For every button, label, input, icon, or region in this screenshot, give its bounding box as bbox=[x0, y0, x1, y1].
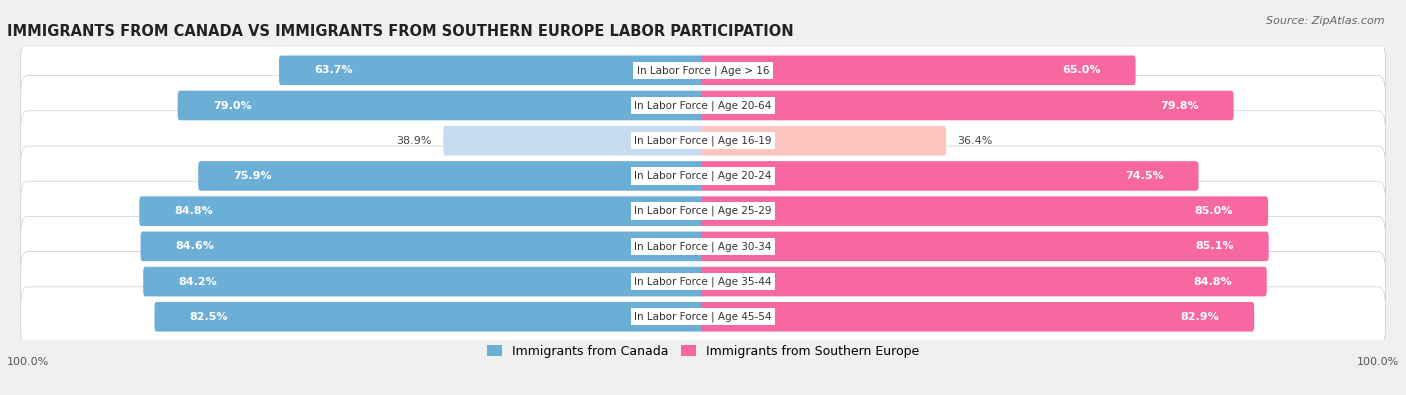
Text: In Labor Force | Age 25-29: In Labor Force | Age 25-29 bbox=[634, 206, 772, 216]
FancyBboxPatch shape bbox=[702, 91, 1233, 120]
Text: In Labor Force | Age 30-34: In Labor Force | Age 30-34 bbox=[634, 241, 772, 252]
FancyBboxPatch shape bbox=[198, 161, 704, 191]
Text: Source: ZipAtlas.com: Source: ZipAtlas.com bbox=[1267, 16, 1385, 26]
FancyBboxPatch shape bbox=[702, 302, 1254, 331]
Text: In Labor Force | Age 20-24: In Labor Force | Age 20-24 bbox=[634, 171, 772, 181]
Text: In Labor Force | Age 45-54: In Labor Force | Age 45-54 bbox=[634, 312, 772, 322]
Text: 84.8%: 84.8% bbox=[174, 206, 214, 216]
FancyBboxPatch shape bbox=[702, 56, 1136, 85]
Text: IMMIGRANTS FROM CANADA VS IMMIGRANTS FROM SOUTHERN EUROPE LABOR PARTICIPATION: IMMIGRANTS FROM CANADA VS IMMIGRANTS FRO… bbox=[7, 24, 794, 39]
FancyBboxPatch shape bbox=[21, 287, 1385, 347]
Text: 84.8%: 84.8% bbox=[1192, 276, 1232, 287]
FancyBboxPatch shape bbox=[21, 40, 1385, 100]
FancyBboxPatch shape bbox=[443, 126, 704, 156]
Text: 36.4%: 36.4% bbox=[957, 136, 993, 146]
Text: 65.0%: 65.0% bbox=[1062, 65, 1101, 75]
Text: 75.9%: 75.9% bbox=[233, 171, 271, 181]
Text: 100.0%: 100.0% bbox=[1357, 357, 1399, 367]
Text: 82.9%: 82.9% bbox=[1180, 312, 1219, 322]
Text: In Labor Force | Age > 16: In Labor Force | Age > 16 bbox=[637, 65, 769, 75]
Text: 38.9%: 38.9% bbox=[396, 136, 432, 146]
FancyBboxPatch shape bbox=[21, 146, 1385, 206]
FancyBboxPatch shape bbox=[702, 267, 1267, 296]
FancyBboxPatch shape bbox=[21, 181, 1385, 241]
Text: 79.8%: 79.8% bbox=[1160, 100, 1198, 111]
FancyBboxPatch shape bbox=[21, 252, 1385, 312]
Text: In Labor Force | Age 20-64: In Labor Force | Age 20-64 bbox=[634, 100, 772, 111]
FancyBboxPatch shape bbox=[21, 75, 1385, 135]
Text: In Labor Force | Age 35-44: In Labor Force | Age 35-44 bbox=[634, 276, 772, 287]
FancyBboxPatch shape bbox=[21, 216, 1385, 276]
Text: 100.0%: 100.0% bbox=[7, 357, 49, 367]
FancyBboxPatch shape bbox=[155, 302, 704, 331]
FancyBboxPatch shape bbox=[141, 231, 704, 261]
FancyBboxPatch shape bbox=[139, 196, 704, 226]
Text: In Labor Force | Age 16-19: In Labor Force | Age 16-19 bbox=[634, 135, 772, 146]
Text: 74.5%: 74.5% bbox=[1125, 171, 1163, 181]
Text: 85.0%: 85.0% bbox=[1195, 206, 1233, 216]
FancyBboxPatch shape bbox=[702, 196, 1268, 226]
FancyBboxPatch shape bbox=[702, 161, 1198, 191]
FancyBboxPatch shape bbox=[143, 267, 704, 296]
Text: 84.6%: 84.6% bbox=[176, 241, 215, 251]
FancyBboxPatch shape bbox=[702, 231, 1268, 261]
Legend: Immigrants from Canada, Immigrants from Southern Europe: Immigrants from Canada, Immigrants from … bbox=[482, 340, 924, 363]
FancyBboxPatch shape bbox=[177, 91, 704, 120]
Text: 84.2%: 84.2% bbox=[179, 276, 217, 287]
FancyBboxPatch shape bbox=[702, 126, 946, 156]
FancyBboxPatch shape bbox=[21, 111, 1385, 171]
Text: 85.1%: 85.1% bbox=[1195, 241, 1233, 251]
Text: 82.5%: 82.5% bbox=[190, 312, 228, 322]
FancyBboxPatch shape bbox=[278, 56, 704, 85]
Text: 79.0%: 79.0% bbox=[212, 100, 252, 111]
Text: 63.7%: 63.7% bbox=[314, 65, 353, 75]
